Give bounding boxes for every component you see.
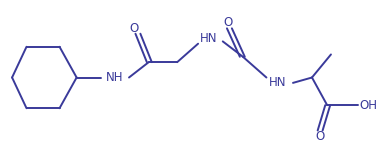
- Text: OH: OH: [359, 99, 377, 112]
- Text: O: O: [315, 130, 324, 143]
- Text: NH: NH: [106, 71, 123, 84]
- Text: O: O: [130, 22, 139, 35]
- Text: HN: HN: [269, 76, 287, 89]
- Text: HN: HN: [200, 32, 218, 45]
- Text: O: O: [224, 16, 233, 29]
